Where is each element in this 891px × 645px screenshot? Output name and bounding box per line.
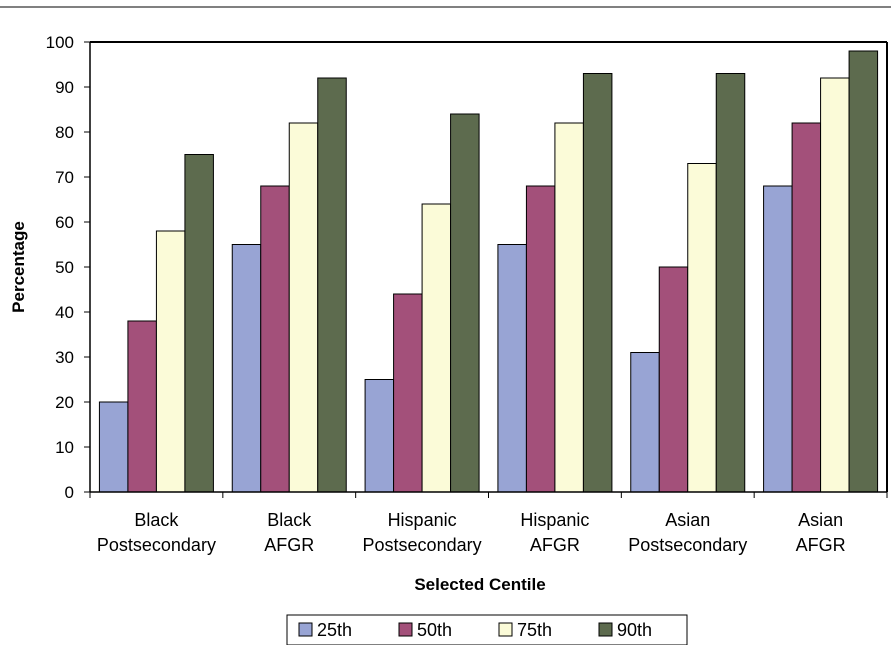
y-tick-label-90: 90 [55, 78, 74, 97]
y-tick-label-80: 80 [55, 123, 74, 142]
legend-label-25th: 25th [317, 620, 352, 640]
y-tick-label-30: 30 [55, 348, 74, 367]
bar-90th-2 [450, 113, 480, 493]
bar-90th-0 [184, 154, 214, 493]
bar-25th-0 [98, 401, 129, 493]
y-axis-title: Percentage [9, 221, 28, 313]
bar-25th-3 [497, 244, 527, 493]
y-tick-label-40: 40 [55, 303, 74, 322]
bar-50th-3 [525, 185, 556, 493]
legend: 25th 50th 75th 90th [286, 614, 688, 645]
category-label-4: Asian Postsecondary [628, 510, 747, 555]
y-tick-label-60: 60 [55, 213, 74, 232]
y-tick-label-0: 0 [65, 483, 74, 502]
category-label-3: Hispanic AFGR [520, 510, 589, 555]
bar-90th-1 [317, 77, 347, 493]
bar-25th-4 [630, 352, 660, 493]
category-label-1: Black AFGR [264, 510, 314, 555]
bar-75th-3 [554, 122, 584, 493]
bar-75th-4 [687, 163, 717, 493]
bar-50th-5 [791, 122, 822, 493]
bar-75th-2 [421, 203, 452, 493]
category-label-0: Black Postsecondary [97, 510, 216, 555]
bar-50th-2 [393, 293, 423, 493]
y-tick-label-20: 20 [55, 393, 74, 412]
legend-label-50th: 50th [417, 620, 452, 640]
legend-swatch-50th [398, 622, 413, 637]
legend-box [286, 614, 688, 645]
bar-25th-5 [763, 185, 793, 493]
bar-50th-4 [658, 266, 689, 493]
y-tick-label-10: 10 [55, 438, 74, 457]
category-label-5: Asian AFGR [796, 510, 846, 555]
bar-25th-1 [231, 244, 262, 493]
legend-label-75th: 75th [517, 620, 552, 640]
legend-label-90th: 90th [617, 620, 652, 640]
y-tick-label-70: 70 [55, 168, 74, 187]
x-axis-title: Selected Centile [414, 575, 545, 594]
legend-swatch-25th [298, 622, 313, 637]
bar-50th-1 [260, 185, 290, 493]
bar-50th-0 [127, 320, 157, 493]
y-tick-label-100: 100 [46, 33, 74, 52]
bar-90th-4 [715, 73, 746, 493]
bar-25th-2 [364, 379, 395, 493]
bar-90th-3 [582, 73, 613, 493]
bar-75th-1 [288, 122, 319, 493]
category-label-2: Hispanic Postsecondary [363, 510, 482, 555]
y-tick-label-50: 50 [55, 258, 74, 277]
bar-75th-0 [155, 230, 186, 493]
legend-swatch-75th [498, 622, 513, 637]
bar-75th-5 [820, 77, 850, 493]
legend-swatch-90th [598, 622, 613, 637]
bar-90th-5 [848, 50, 879, 493]
